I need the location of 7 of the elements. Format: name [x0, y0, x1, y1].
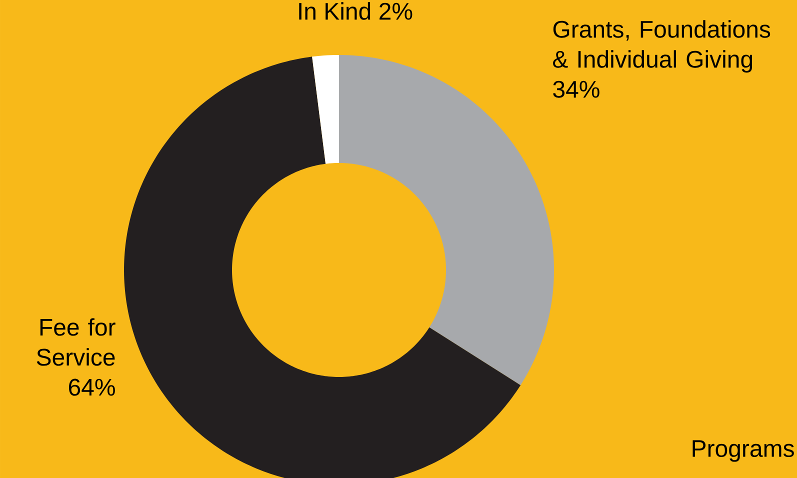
- data-label: 64%: [68, 378, 115, 396]
- text: Programs: [692, 440, 794, 462]
- data-label: 2%: [380, 2, 412, 20]
- slice-label: Fee for Service: [36, 318, 116, 366]
- data-label: 34%: [553, 80, 600, 98]
- slice-label: Grants, Foundations & Individual Giving: [553, 20, 770, 73]
- slice-label: In Kind: [299, 2, 370, 20]
